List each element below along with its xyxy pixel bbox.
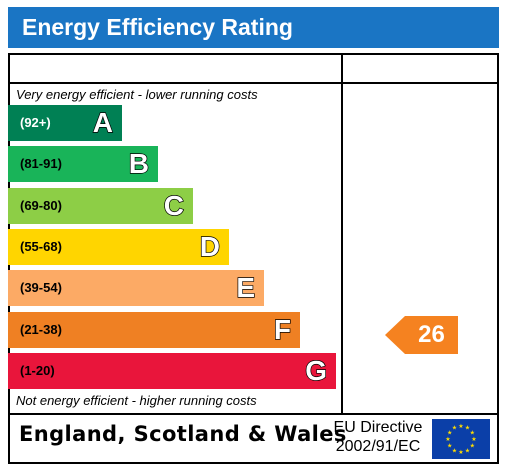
eu-flag-icon: ★ ★ ★ ★ ★ ★ ★ ★ ★ ★ ★ ★ <box>432 419 490 459</box>
rating-band-letter: F <box>273 313 292 345</box>
eu-star-icon: ★ <box>445 436 450 443</box>
rating-band-letter: C <box>163 189 185 221</box>
rating-band-letter: A <box>92 106 114 138</box>
eu-directive-line1: EU Directive <box>333 419 423 436</box>
column-divider <box>341 53 343 415</box>
eu-star-icon: ★ <box>465 425 470 432</box>
rating-band-d: (55-68) D <box>8 229 229 265</box>
rating-band-letter: D <box>199 230 221 262</box>
rating-band-a: (92+) A <box>8 105 122 141</box>
rating-band-g: (1-20) G <box>8 353 336 389</box>
rating-band-range: (1-20) <box>20 363 55 378</box>
current-rating-value: 26 <box>418 321 445 348</box>
footer-divider <box>8 413 499 415</box>
rating-band-range: (92+) <box>20 115 51 130</box>
bottom-caption: Not energy efficient - higher running co… <box>16 393 257 408</box>
eu-stars: ★ ★★★★★★★★★★★ <box>445 423 476 456</box>
rating-band-letter: G <box>305 354 328 386</box>
eu-star-icon: ★ <box>452 447 457 454</box>
header-divider <box>8 82 499 84</box>
top-caption: Very energy efficient - lower running co… <box>16 87 258 102</box>
current-rating-indicator: 26 <box>385 316 458 354</box>
rating-band-range: (55-68) <box>20 239 62 254</box>
eu-star-icon: ★ <box>470 443 475 450</box>
rating-band-letter: B <box>128 147 150 179</box>
eu-directive-label: EU Directive 2002/91/EC <box>326 418 430 456</box>
eu-star-icon: ★ <box>471 436 476 443</box>
rating-band-b: (81-91) B <box>8 146 158 182</box>
eu-directive-line2: 2002/91/EC <box>335 438 421 455</box>
eu-star-icon: ★ <box>458 423 463 430</box>
rating-band-range: (39-54) <box>20 280 62 295</box>
rating-band-range: (69-80) <box>20 198 62 213</box>
eu-star-icon: ★ <box>447 443 452 450</box>
footer-country: England, Scotland & Wales <box>19 422 347 446</box>
rating-band-c: (69-80) C <box>8 188 193 224</box>
eu-star-icon: ★ <box>465 447 470 454</box>
rating-band-range: (21-38) <box>20 322 62 337</box>
chart-title: Energy Efficiency Rating <box>8 7 499 48</box>
rating-band-e: (39-54) E <box>8 270 264 306</box>
eu-star-icon: ★ <box>458 449 463 456</box>
eu-star-icon: ★ <box>470 430 475 437</box>
rating-band-range: (81-91) <box>20 156 62 171</box>
eu-star-icon: ★ <box>447 430 452 437</box>
rating-band-letter: E <box>236 271 256 303</box>
eu-star-icon: ★ <box>452 425 457 432</box>
current-rating-arrow <box>385 316 458 354</box>
rating-band-f: (21-38) F <box>8 312 300 348</box>
